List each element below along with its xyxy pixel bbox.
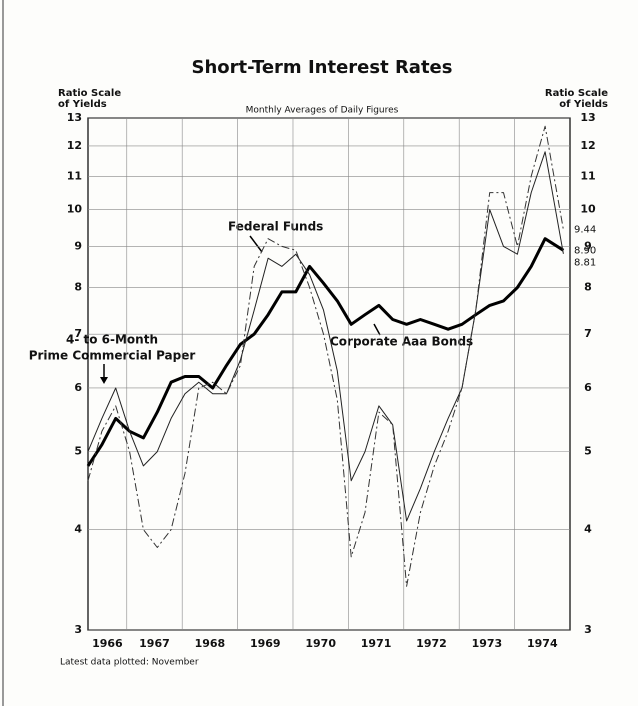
y-tick-label: 10 — [67, 203, 83, 216]
annotation-arrow — [249, 235, 263, 253]
y2-tick-label: 10 — [580, 203, 596, 216]
annotation-arrow — [373, 323, 381, 336]
y-tick-label: 12 — [67, 139, 82, 152]
x-tick-label: 1974 — [527, 637, 558, 650]
y2-axis-label: of Yields — [559, 99, 608, 110]
y-tick-label: 6 — [74, 381, 82, 394]
x-tick-label: 1973 — [472, 637, 503, 650]
x-tick-label: 1969 — [250, 637, 281, 650]
y-tick-label: 13 — [67, 111, 82, 124]
chart-title: Short-Term Interest Rates — [192, 57, 453, 78]
y2-tick-label: 7 — [584, 327, 592, 340]
x-tick-label: 1971 — [361, 637, 392, 650]
line-series — [87, 151, 564, 522]
y2-tick-label: 5 — [584, 445, 592, 458]
annotation: Prime Commercial Paper — [29, 349, 196, 363]
y2-tick-label: 4 — [584, 523, 592, 536]
x-tick-label: 1967 — [139, 637, 170, 650]
x-tick-label: 1966 — [92, 637, 123, 650]
line-series — [86, 237, 565, 467]
annotation: 4- to 6-Month — [66, 333, 158, 347]
y2-tick-label: 3 — [584, 623, 592, 636]
footnote: Latest data plotted: November — [60, 658, 199, 668]
end-label: 8.81 — [574, 257, 596, 268]
y-tick-label: 9 — [74, 239, 82, 252]
chart-subtitle: Monthly Averages of Daily Figures — [246, 106, 399, 116]
line-series — [87, 125, 564, 587]
y-tick-label: 7 — [74, 327, 82, 340]
end-label: 8.90 — [574, 245, 596, 256]
y-tick-label: 11 — [67, 169, 82, 182]
y2-tick-label: 13 — [580, 111, 595, 124]
y-tick-label: 8 — [74, 281, 82, 294]
annotation: Federal Funds — [228, 220, 323, 234]
y2-tick-label: 12 — [580, 139, 595, 152]
y-tick-label: 3 — [74, 623, 82, 636]
y-axis-label: Ratio Scale — [58, 88, 121, 99]
x-tick-label: 1968 — [195, 637, 226, 650]
x-tick-label: 1970 — [305, 637, 336, 650]
annotation: Corporate Aaa Bonds — [330, 335, 473, 349]
y2-axis-label: Ratio Scale — [545, 88, 608, 99]
y2-tick-label: 8 — [584, 281, 592, 294]
annotation-arrowhead — [100, 377, 108, 384]
y-tick-label: 4 — [74, 523, 82, 536]
x-tick-label: 1972 — [416, 637, 447, 650]
y2-tick-label: 6 — [584, 381, 592, 394]
y-axis-label: of Yields — [58, 99, 107, 110]
y2-tick-label: 9 — [584, 239, 592, 252]
y2-tick-label: 11 — [580, 169, 595, 182]
y-tick-label: 5 — [74, 445, 82, 458]
end-label: 9.44 — [574, 225, 596, 236]
